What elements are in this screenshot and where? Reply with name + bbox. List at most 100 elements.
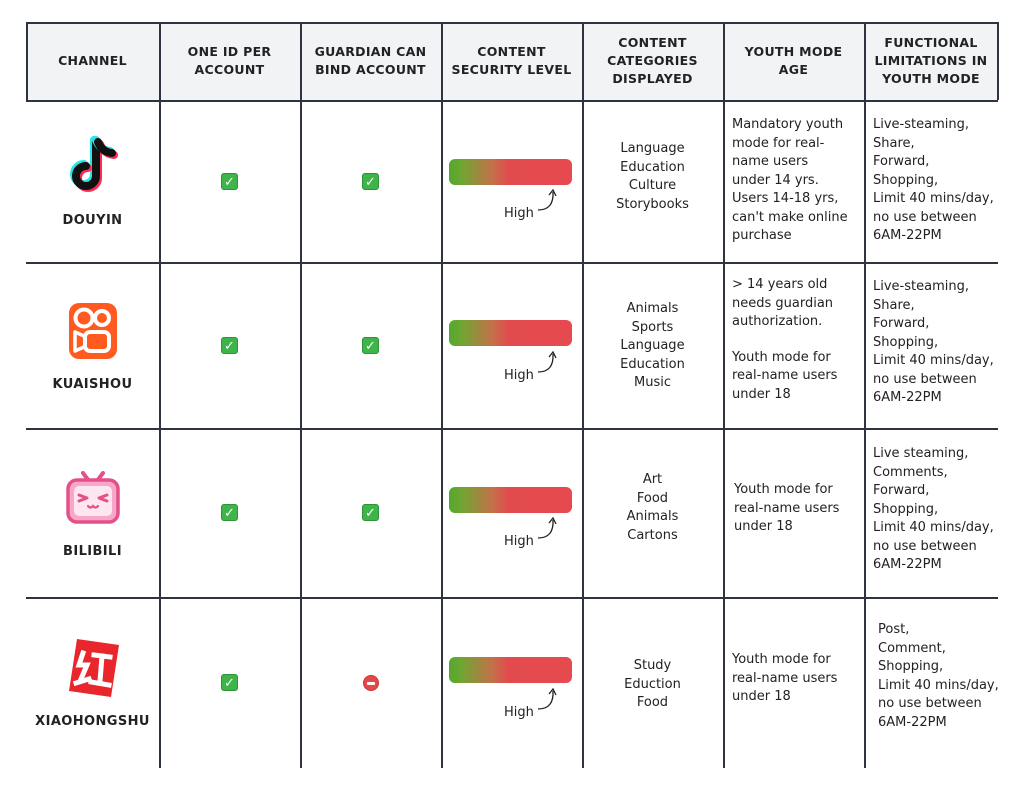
youth-age-line: Youth mode for <box>732 349 831 365</box>
security-level-label: High <box>504 534 534 549</box>
security-level-label: High <box>504 705 534 720</box>
header-one-id: ONE ID PER ACCOUNT <box>159 22 300 100</box>
check-icon: ✓ <box>362 336 379 354</box>
limitations-cell: Live-steaming, Share, Forward, Shopping,… <box>864 262 998 428</box>
limitation-line: no use between <box>873 538 977 554</box>
categories-cell: Art Food Animals Cartons <box>582 428 723 597</box>
limitation-line: Shopping, <box>878 659 944 674</box>
check-icon: ✓ <box>221 336 238 354</box>
youth-age-line: under 14 yrs. <box>732 172 819 188</box>
no-entry-icon <box>362 674 379 691</box>
limitation-line: Shopping, <box>873 501 939 517</box>
header-limitations-line: FUNCTIONAL <box>884 35 978 50</box>
channel-name: BILIBILI <box>63 544 122 559</box>
youth-age-line: real-name users <box>732 368 838 383</box>
category-item: Culture <box>628 178 677 193</box>
category-item: Education <box>620 159 685 175</box>
category-item: Language <box>620 338 685 353</box>
row-divider <box>26 597 998 599</box>
limitation-line: no use between <box>873 371 977 387</box>
row-divider <box>26 100 998 102</box>
limitation-line: Comment, <box>878 640 946 656</box>
limitation-line: Limit 40 mins/day, <box>873 353 994 368</box>
header-limitations-line: YOUTH MODE <box>882 71 980 86</box>
header-guardian-line: GUARDIAN CAN <box>314 44 427 59</box>
table-header <box>26 22 998 100</box>
header-categories-line: CONTENT <box>618 35 687 50</box>
channel-cell: DOUYIN <box>26 100 159 262</box>
header-security-line: SECURITY LEVEL <box>451 62 572 77</box>
column-divider <box>300 22 302 768</box>
header-one-id-line: ONE ID PER <box>187 44 272 59</box>
youth-age-cell: Youth mode for real-name users under 18 <box>723 428 864 597</box>
table-border-right <box>997 22 999 100</box>
header-channel-label: CHANNEL <box>58 53 127 68</box>
youth-age-line: can't make online <box>732 209 848 225</box>
category-item: Food <box>636 490 669 506</box>
header-security-line: CONTENT <box>477 44 546 59</box>
youth-age-line: Youth mode for <box>734 482 833 497</box>
limitation-line: Limit 40 mins/day, <box>873 520 994 535</box>
category-item: Study <box>633 658 672 673</box>
limitation-line: 6AM-22PM <box>873 228 942 243</box>
bilibili-logo-icon <box>61 466 125 530</box>
column-divider <box>582 22 584 768</box>
channel-name: DOUYIN <box>62 212 123 228</box>
column-divider <box>159 22 161 768</box>
channel-cell: XIAOHONGSHU <box>26 597 159 768</box>
curved-arrow-icon <box>537 188 557 211</box>
security-level-bar <box>449 657 572 683</box>
security-cell: High <box>441 597 582 768</box>
youth-age-line: under 18 <box>734 519 793 534</box>
category-item: Eduction <box>624 676 681 692</box>
guardian-cell: ✓ <box>300 428 441 597</box>
limitation-line: Live-steaming, <box>873 117 969 132</box>
category-item: Animals <box>626 509 679 524</box>
security-level-bar <box>449 159 572 185</box>
header-categories: CONTENT CATEGORIES DISPLAYED <box>582 22 723 100</box>
youth-age-line: Mandatory youth <box>732 117 844 132</box>
check-icon: ✓ <box>362 504 379 521</box>
security-cell: High <box>441 262 582 428</box>
header-youth-age-line: YOUTH MODE <box>744 44 843 59</box>
table-row: DOUYIN ✓ ✓ High Language Education Cultu… <box>26 100 998 262</box>
youth-age-line: Youth mode for <box>732 652 831 667</box>
limitation-line: Shopping, <box>873 334 939 350</box>
table-row: KUAISHOU ✓ ✓ High Animals Sports Languag… <box>26 262 998 428</box>
curved-arrow-icon <box>537 516 557 539</box>
security-level-bar <box>449 320 572 346</box>
limitation-line: 6AM-22PM <box>873 390 942 405</box>
limitation-line: Share, <box>873 297 915 313</box>
one-id-cell: ✓ <box>159 428 300 597</box>
youth-age-line: under 18 <box>732 689 791 704</box>
one-id-cell: ✓ <box>159 597 300 768</box>
limitation-line: Limit 40 mins/day, <box>878 677 999 693</box>
limitation-line: Live-steaming, <box>873 279 969 294</box>
youth-age-line: authorization. <box>732 314 823 329</box>
limitation-line: Forward, <box>873 154 930 169</box>
guardian-cell: ✓ <box>300 100 441 262</box>
douyin-logo-icon <box>61 135 125 199</box>
youth-age-line: purchase <box>732 228 792 243</box>
security-level-label: High <box>504 368 534 383</box>
limitation-line: Share, <box>873 135 915 151</box>
youth-age-line: Users 14-18 yrs, <box>732 191 839 206</box>
limitation-line: Forward, <box>873 316 930 331</box>
limitation-line: Live steaming, <box>873 446 969 461</box>
curved-arrow-icon <box>537 350 557 373</box>
youth-age-cell: Mandatory youth mode for real- name user… <box>723 100 864 262</box>
limitation-line: Limit 40 mins/day, <box>873 191 994 206</box>
column-divider <box>723 22 725 768</box>
guardian-cell <box>300 597 441 768</box>
security-level-bar <box>449 487 572 513</box>
table-border-top <box>26 22 998 24</box>
header-categories-line: CATEGORIES <box>607 53 698 68</box>
header-limitations-line: LIMITATIONS IN <box>874 53 988 68</box>
check-icon: ✓ <box>221 504 238 521</box>
comparison-table: CHANNEL ONE ID PER ACCOUNT GUARDIAN CAN BI… <box>26 22 999 768</box>
youth-age-cell: Youth mode for real-name users under 18 <box>723 597 864 768</box>
table-border-left <box>26 22 28 100</box>
channel-name: XIAOHONGSHU <box>35 714 150 729</box>
guardian-cell: ✓ <box>300 262 441 428</box>
header-security: CONTENT SECURITY LEVEL <box>441 22 582 100</box>
